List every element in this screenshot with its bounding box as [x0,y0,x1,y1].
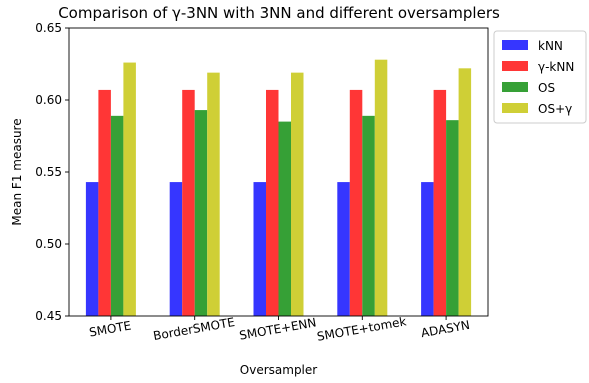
bar-os--adasyn [458,68,472,316]
legend-swatch [502,82,528,92]
bar-os--smote-tomek [374,59,388,317]
x-tick-label: SMOTE [88,318,132,339]
chart-title: Comparison of γ-3NN with 3NN and differe… [58,4,500,22]
legend-label: γ-kNN [538,60,574,74]
legend-swatch [502,103,528,113]
bar-knn-adasyn [421,182,434,316]
bar-os-smote [110,115,124,316]
bar--knn-smote [98,89,111,316]
x-axis-label: Oversampler [240,363,317,377]
y-tick-label: 0.60 [35,93,62,107]
bar--knn-smote-enn [266,89,279,316]
legend: kNN γ-kNN OS OS+γ [493,30,587,124]
bar-os--smote [123,62,136,317]
x-tick-label: SMOTE+ENN [238,315,317,342]
y-tick-label: 0.55 [35,165,62,179]
bar-os-adasyn [446,120,459,316]
bar-knn-smote [85,182,99,316]
legend-label: OS+γ [538,102,572,116]
bar-knn-bordersmote [169,182,183,316]
x-tick-label: BorderSMOTE [152,315,236,343]
bar-os--smote-enn [291,72,304,316]
bar-os-smote-tomek [362,115,375,316]
bar-os-smote-enn [278,121,291,316]
y-tick-label: 0.65 [35,21,62,35]
bar-knn-smote-enn [253,182,266,316]
bar-os-bordersmote [194,110,208,316]
legend-box [493,30,587,124]
bar--knn-adasyn [433,89,447,316]
bar--knn-bordersmote [182,89,195,316]
legend-swatch [502,61,528,71]
x-tick-label: SMOTE+tomek [316,314,408,344]
y-tick-label: 0.50 [35,237,62,251]
bar-os--bordersmote [207,72,220,316]
bar--knn-smote-tomek [349,89,363,316]
x-tick-label: ADASYN [420,318,471,340]
legend-swatch [502,40,528,50]
legend-label: kNN [538,39,563,53]
y-tick-label: 0.45 [35,309,62,323]
legend-label: OS [538,81,555,95]
y-axis-label: Mean F1 measure [10,118,24,225]
bar-knn-smote-tomek [337,182,350,316]
